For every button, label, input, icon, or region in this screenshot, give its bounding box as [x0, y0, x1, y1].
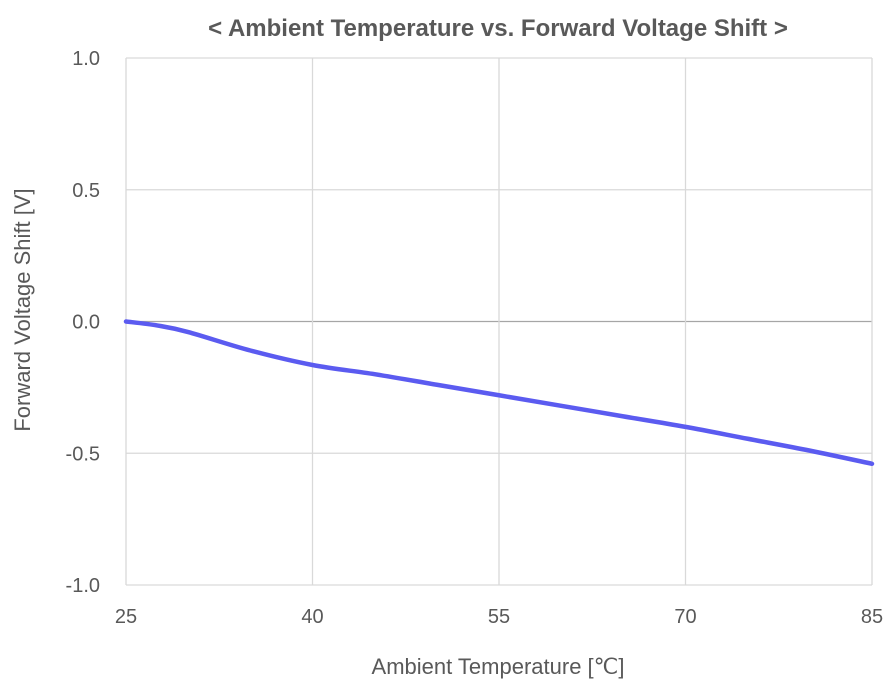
- chart-title: < Ambient Temperature vs. Forward Voltag…: [208, 15, 788, 42]
- y-tick-label: 0.5: [72, 180, 100, 202]
- x-tick-label: 55: [488, 606, 510, 628]
- x-tick-label: 25: [115, 606, 137, 628]
- y-tick-label: 1.0: [72, 48, 100, 70]
- y-tick-label: -1.0: [66, 575, 100, 597]
- x-axis-label: Ambient Temperature [℃]: [372, 654, 625, 679]
- y-axis-label: Forward Voltage Shift [V]: [10, 188, 35, 431]
- series-line: [123, 319, 875, 467]
- y-tick-label: 0.0: [72, 312, 100, 334]
- x-tick-label: 70: [674, 606, 696, 628]
- x-axis-ticks: 25 40 55 70 85: [115, 606, 883, 628]
- y-tick-label: -0.5: [66, 443, 100, 465]
- grid: [125, 57, 873, 586]
- x-tick-label: 40: [301, 606, 323, 628]
- x-tick-label: 85: [861, 606, 883, 628]
- y-axis-ticks: 1.0 0.5 0.0 -0.5 -1.0: [66, 48, 100, 597]
- series-layer: [123, 319, 875, 467]
